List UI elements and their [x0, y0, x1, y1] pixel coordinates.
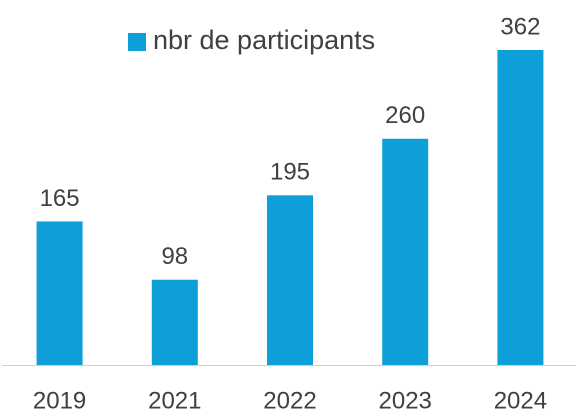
data-label: 195	[270, 159, 310, 186]
x-tick-label: 2019	[33, 387, 86, 413]
bar	[267, 195, 313, 365]
bar	[151, 279, 198, 365]
data-label: 260	[385, 102, 425, 129]
data-label: 165	[40, 185, 80, 212]
bar	[36, 221, 83, 365]
legend-label: nbr de participants	[153, 25, 375, 55]
x-tick-label: 2023	[379, 387, 432, 413]
x-tick-label: 2022	[263, 387, 316, 413]
legend-swatch	[128, 33, 146, 51]
data-label: 98	[161, 243, 188, 270]
bar	[497, 50, 544, 365]
x-tick-label: 2024	[494, 387, 547, 413]
x-tick-label: 2021	[148, 387, 201, 413]
data-label: 362	[500, 13, 540, 40]
bar	[382, 138, 429, 365]
